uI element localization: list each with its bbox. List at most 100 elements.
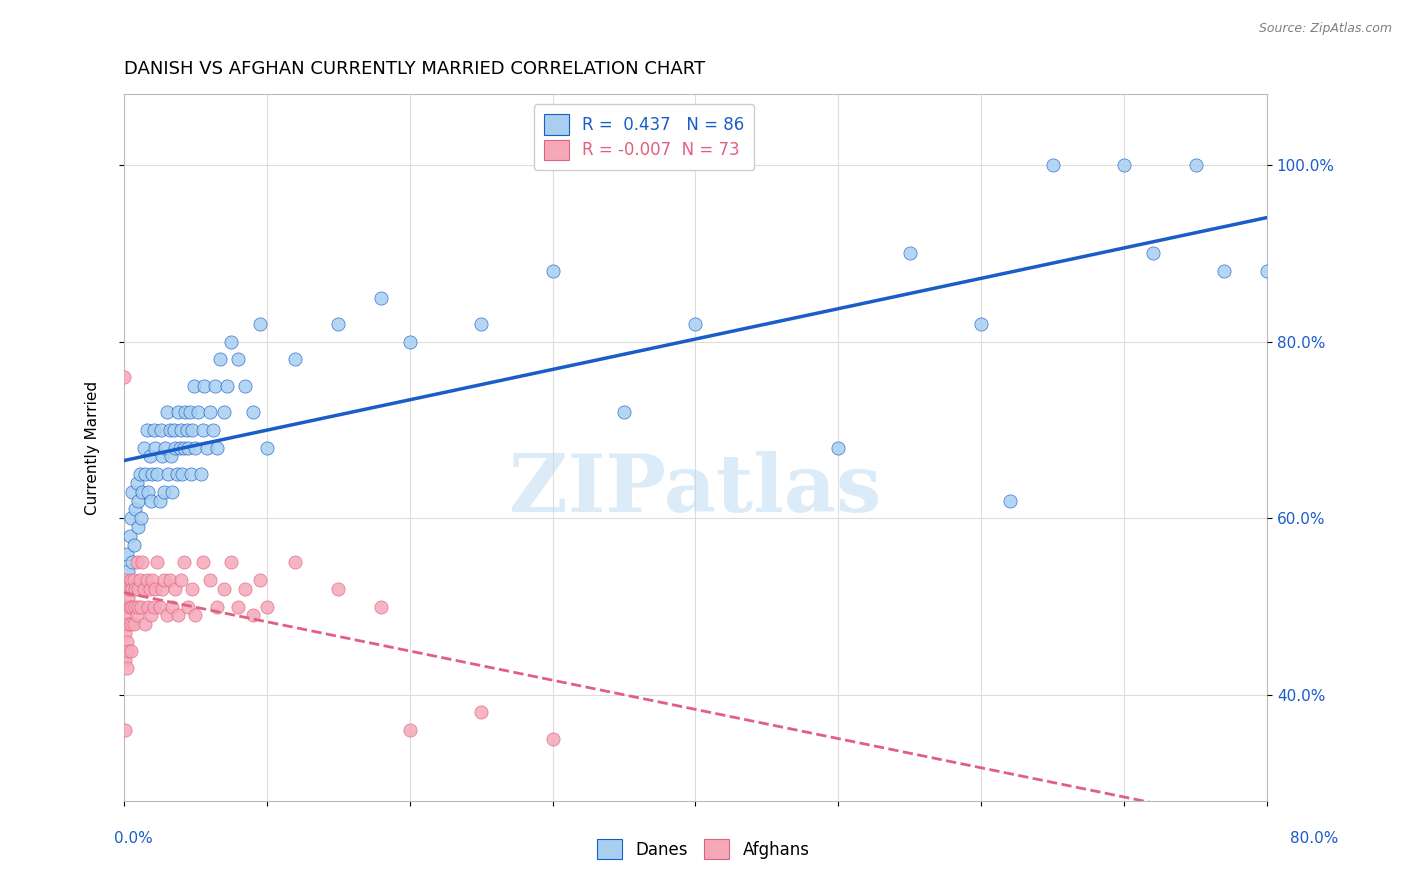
Point: [898, 246, 921, 260]
Point: [120, 511, 142, 525]
Point: [183, 379, 205, 393]
Point: [132, 441, 155, 455]
Point: [398, 723, 420, 738]
Point: [115, 608, 138, 623]
Point: [135, 423, 157, 437]
Legend: Danes, Afghans: Danes, Afghans: [588, 830, 818, 868]
Point: [131, 555, 153, 569]
Point: [121, 484, 143, 499]
Point: [121, 555, 143, 569]
Point: [131, 484, 153, 499]
Point: [1114, 158, 1136, 172]
Point: [118, 582, 141, 596]
Point: [1184, 158, 1206, 172]
Point: [163, 423, 186, 437]
Point: [167, 405, 190, 419]
Point: [146, 555, 169, 569]
Point: [127, 582, 149, 596]
Point: [117, 591, 139, 605]
Point: [156, 608, 179, 623]
Point: [114, 652, 136, 666]
Point: [177, 441, 200, 455]
Point: [184, 441, 207, 455]
Point: [191, 423, 214, 437]
Point: [124, 502, 146, 516]
Point: [1142, 246, 1164, 260]
Point: [132, 582, 155, 596]
Point: [370, 291, 392, 305]
Point: [191, 555, 214, 569]
Point: [470, 706, 492, 720]
Point: [129, 511, 152, 525]
Point: [112, 370, 135, 384]
Point: [208, 352, 231, 367]
Point: [180, 467, 202, 481]
Point: [153, 573, 176, 587]
Point: [198, 573, 221, 587]
Legend: R =  0.437   N = 86, R = -0.007  N = 73: R = 0.437 N = 86, R = -0.007 N = 73: [534, 104, 755, 169]
Point: [128, 467, 150, 481]
Point: [1256, 264, 1278, 278]
Point: [195, 441, 218, 455]
Point: [156, 405, 179, 419]
Point: [112, 582, 135, 596]
Point: [173, 555, 195, 569]
Point: [115, 635, 138, 649]
Point: [117, 643, 139, 657]
Point: [118, 529, 141, 543]
Point: [121, 582, 143, 596]
Point: [125, 555, 148, 569]
Point: [142, 599, 165, 614]
Point: [172, 467, 194, 481]
Point: [139, 493, 162, 508]
Point: [249, 573, 271, 587]
Point: [167, 608, 190, 623]
Point: [136, 599, 159, 614]
Text: DANISH VS AFGHAN CURRENTLY MARRIED CORRELATION CHART: DANISH VS AFGHAN CURRENTLY MARRIED CORRE…: [124, 60, 704, 78]
Point: [173, 441, 195, 455]
Point: [176, 423, 198, 437]
Point: [112, 617, 135, 632]
Point: [187, 405, 209, 419]
Point: [242, 608, 264, 623]
Point: [328, 317, 350, 331]
Point: [249, 317, 271, 331]
Y-axis label: Currently Married: Currently Married: [86, 381, 100, 515]
Point: [120, 643, 142, 657]
Point: [613, 405, 636, 419]
Point: [152, 582, 174, 596]
Point: [152, 450, 174, 464]
Point: [170, 423, 193, 437]
Point: [117, 617, 139, 632]
Point: [166, 467, 188, 481]
Point: [212, 582, 235, 596]
Point: [398, 334, 420, 349]
Point: [124, 582, 146, 596]
Point: [470, 317, 492, 331]
Point: [181, 582, 204, 596]
Point: [205, 441, 228, 455]
Point: [1213, 264, 1236, 278]
Point: [201, 423, 224, 437]
Point: [125, 608, 148, 623]
Point: [226, 352, 249, 367]
Point: [827, 441, 849, 455]
Point: [204, 379, 226, 393]
Point: [128, 573, 150, 587]
Point: [219, 334, 242, 349]
Point: [135, 573, 157, 587]
Point: [138, 450, 160, 464]
Point: [143, 582, 166, 596]
Point: [142, 423, 165, 437]
Point: [685, 317, 707, 331]
Point: [143, 441, 166, 455]
Point: [120, 573, 142, 587]
Text: 80.0%: 80.0%: [1291, 831, 1339, 846]
Point: [235, 582, 257, 596]
Point: [124, 599, 146, 614]
Point: [114, 723, 136, 738]
Point: [970, 317, 993, 331]
Point: [141, 467, 163, 481]
Point: [169, 441, 191, 455]
Point: [162, 599, 184, 614]
